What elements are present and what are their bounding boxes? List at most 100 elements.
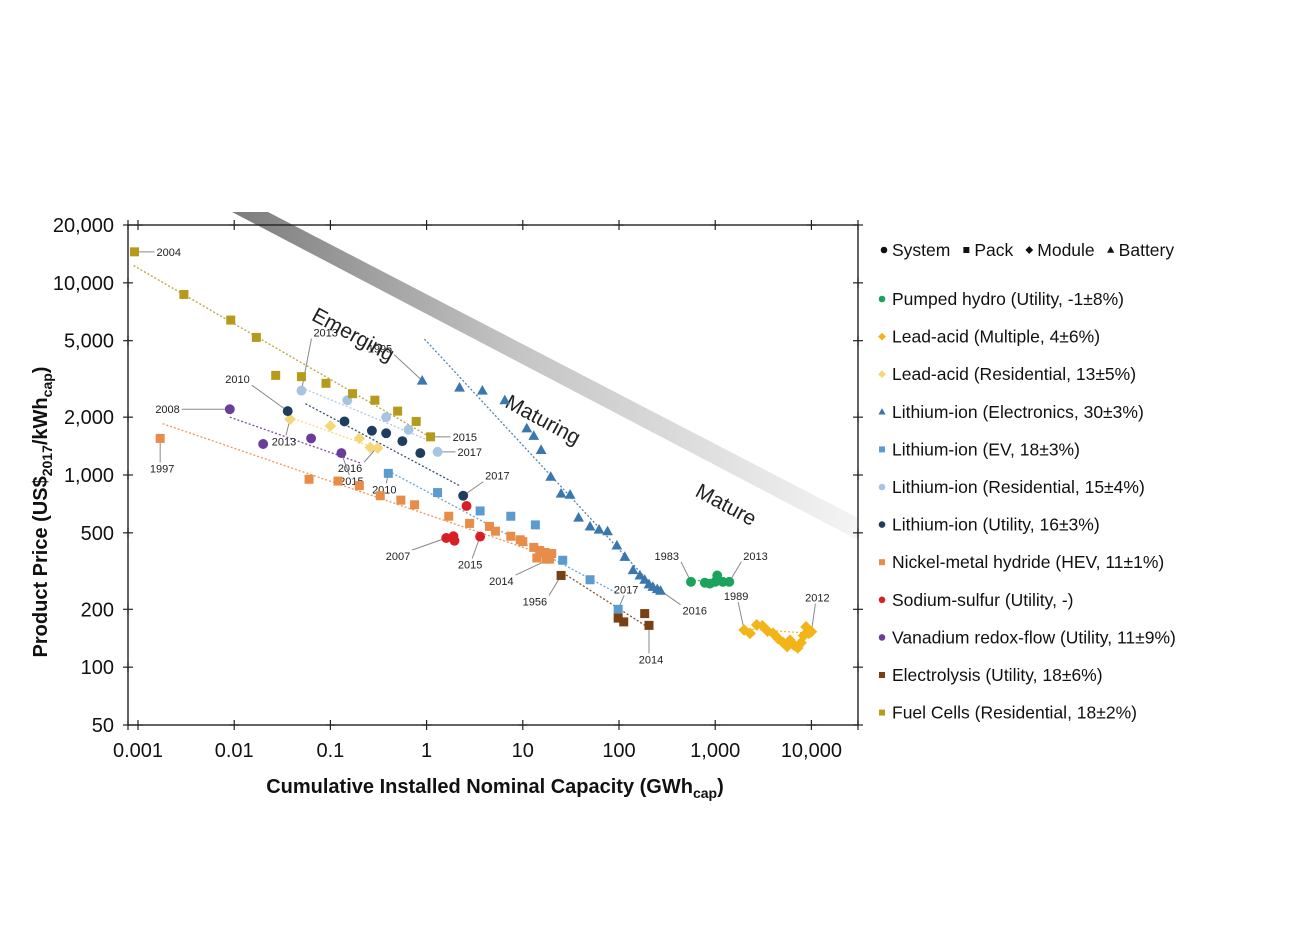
legend-series-marker-icon [878,370,886,379]
x-axis-title: Cumulative Installed Nominal Capacity (G… [266,776,724,801]
data-point [444,511,454,521]
legend-marker-key-battery-icon [1107,246,1115,253]
annotation-label: 1983 [654,551,678,563]
annotation-label: 2008 [155,404,179,416]
data-point [535,545,545,555]
maturity-band-shape [232,212,858,540]
data-point [296,372,306,382]
data-point [396,495,406,505]
data-point [370,395,380,405]
data-point [224,404,235,415]
legend-series-marker-icon [879,446,885,453]
y-tick-label: 10,000 [53,273,114,295]
annotation-label: 1989 [724,591,748,603]
annotation-label: 2014 [639,654,663,666]
y-tick-label: 1,000 [64,465,114,487]
annotation-label: 2013 [743,551,767,563]
legend-series-label: Fuel Cells (Residential, 18±2%) [892,703,1137,723]
data-point [130,247,140,257]
data-point [532,553,542,563]
data-point [613,604,623,614]
data-point [545,554,555,564]
data-point [521,422,533,433]
x-tick-label: 1,000 [690,740,740,762]
data-point [564,489,576,499]
data-point [805,625,818,638]
data-point [619,551,631,561]
legend-series-label: Lead-acid (Multiple, 4±6%) [892,327,1100,347]
data-point [366,425,377,436]
data-point [454,382,465,392]
data-point [364,441,377,454]
annotation-label: 2014 [489,576,513,588]
data-point [499,394,511,405]
y-tick-label: 200 [81,599,114,621]
data-point [271,370,281,380]
data-point [339,416,350,427]
x-tick-label: 10 [512,740,534,762]
data-point [627,564,639,575]
legend-series-label: Nickel-metal hydride (HEV, 11±1%) [892,552,1164,572]
data-point [602,525,613,536]
x-tick-label: 0.1 [316,740,344,762]
data-point [644,620,654,630]
annotation-label: 1997 [150,463,174,475]
data-point [415,448,426,459]
y-tick-label: 50 [92,715,114,737]
data-point [530,520,540,530]
data-point [449,535,460,546]
zone-label-maturing: Maturing [501,391,584,450]
trend-line [162,423,555,559]
data-point [767,627,779,640]
legend-series-label: Sodium-sulfur (Utility, -) [892,590,1074,610]
data-point [333,476,343,486]
data-point [304,474,314,484]
annotation-label: 2017 [485,471,509,483]
annotation-leader [251,384,289,412]
legend-marker-key-label: Battery [1119,240,1175,260]
data-point [336,448,347,459]
data-point [353,432,366,445]
legend-marker-key-label: Pack [974,240,1013,260]
legend-series-label: Electrolysis (Utility, 18±6%) [892,665,1103,685]
data-point [284,413,296,426]
trend-line [562,572,650,629]
data-point [324,420,337,432]
trend-line [423,338,661,595]
legend-series-marker-icon [878,521,886,528]
data-point [426,432,436,442]
legend-series-label: Lithium-ion (Electronics, 30±3%) [892,402,1144,422]
legend-marker-key-module-icon [1025,246,1034,254]
legend-series-marker-icon [878,483,886,491]
legend-series-label: Lithium-ion (Utility, 16±3%) [892,515,1100,535]
data-point [258,439,269,449]
data-point [251,332,261,342]
annotation-label: 2007 [386,551,410,563]
trend-line [305,403,460,487]
annotation-label: 2013 [272,436,296,448]
data-point [465,518,475,528]
legend-series-label: Pumped hydro (Utility, -1±8%) [892,289,1124,309]
x-tick-label: 0.001 [113,740,163,762]
legend-series-label: Lead-acid (Residential, 13±5%) [892,364,1136,384]
legend-marker-key-system-icon [880,246,888,254]
y-tick-label: 20,000 [53,215,114,237]
legend-series-label: Lithium-ion (Residential, 15±4%) [892,477,1145,497]
data-point [585,575,595,585]
x-tick-label: 0.01 [215,740,254,762]
data-point [432,446,443,457]
annotation-label: 1956 [523,596,547,608]
data-point [155,433,165,443]
annotation-label: 2016 [682,606,706,618]
data-point [528,430,540,440]
data-point [306,433,317,444]
data-point [788,639,800,652]
data-point [640,609,650,619]
data-point [639,574,651,584]
data-point [593,523,605,534]
legend-series-marker-icon [878,332,886,341]
data-point [403,424,414,435]
data-point [555,488,567,498]
maturity-band [232,212,858,540]
